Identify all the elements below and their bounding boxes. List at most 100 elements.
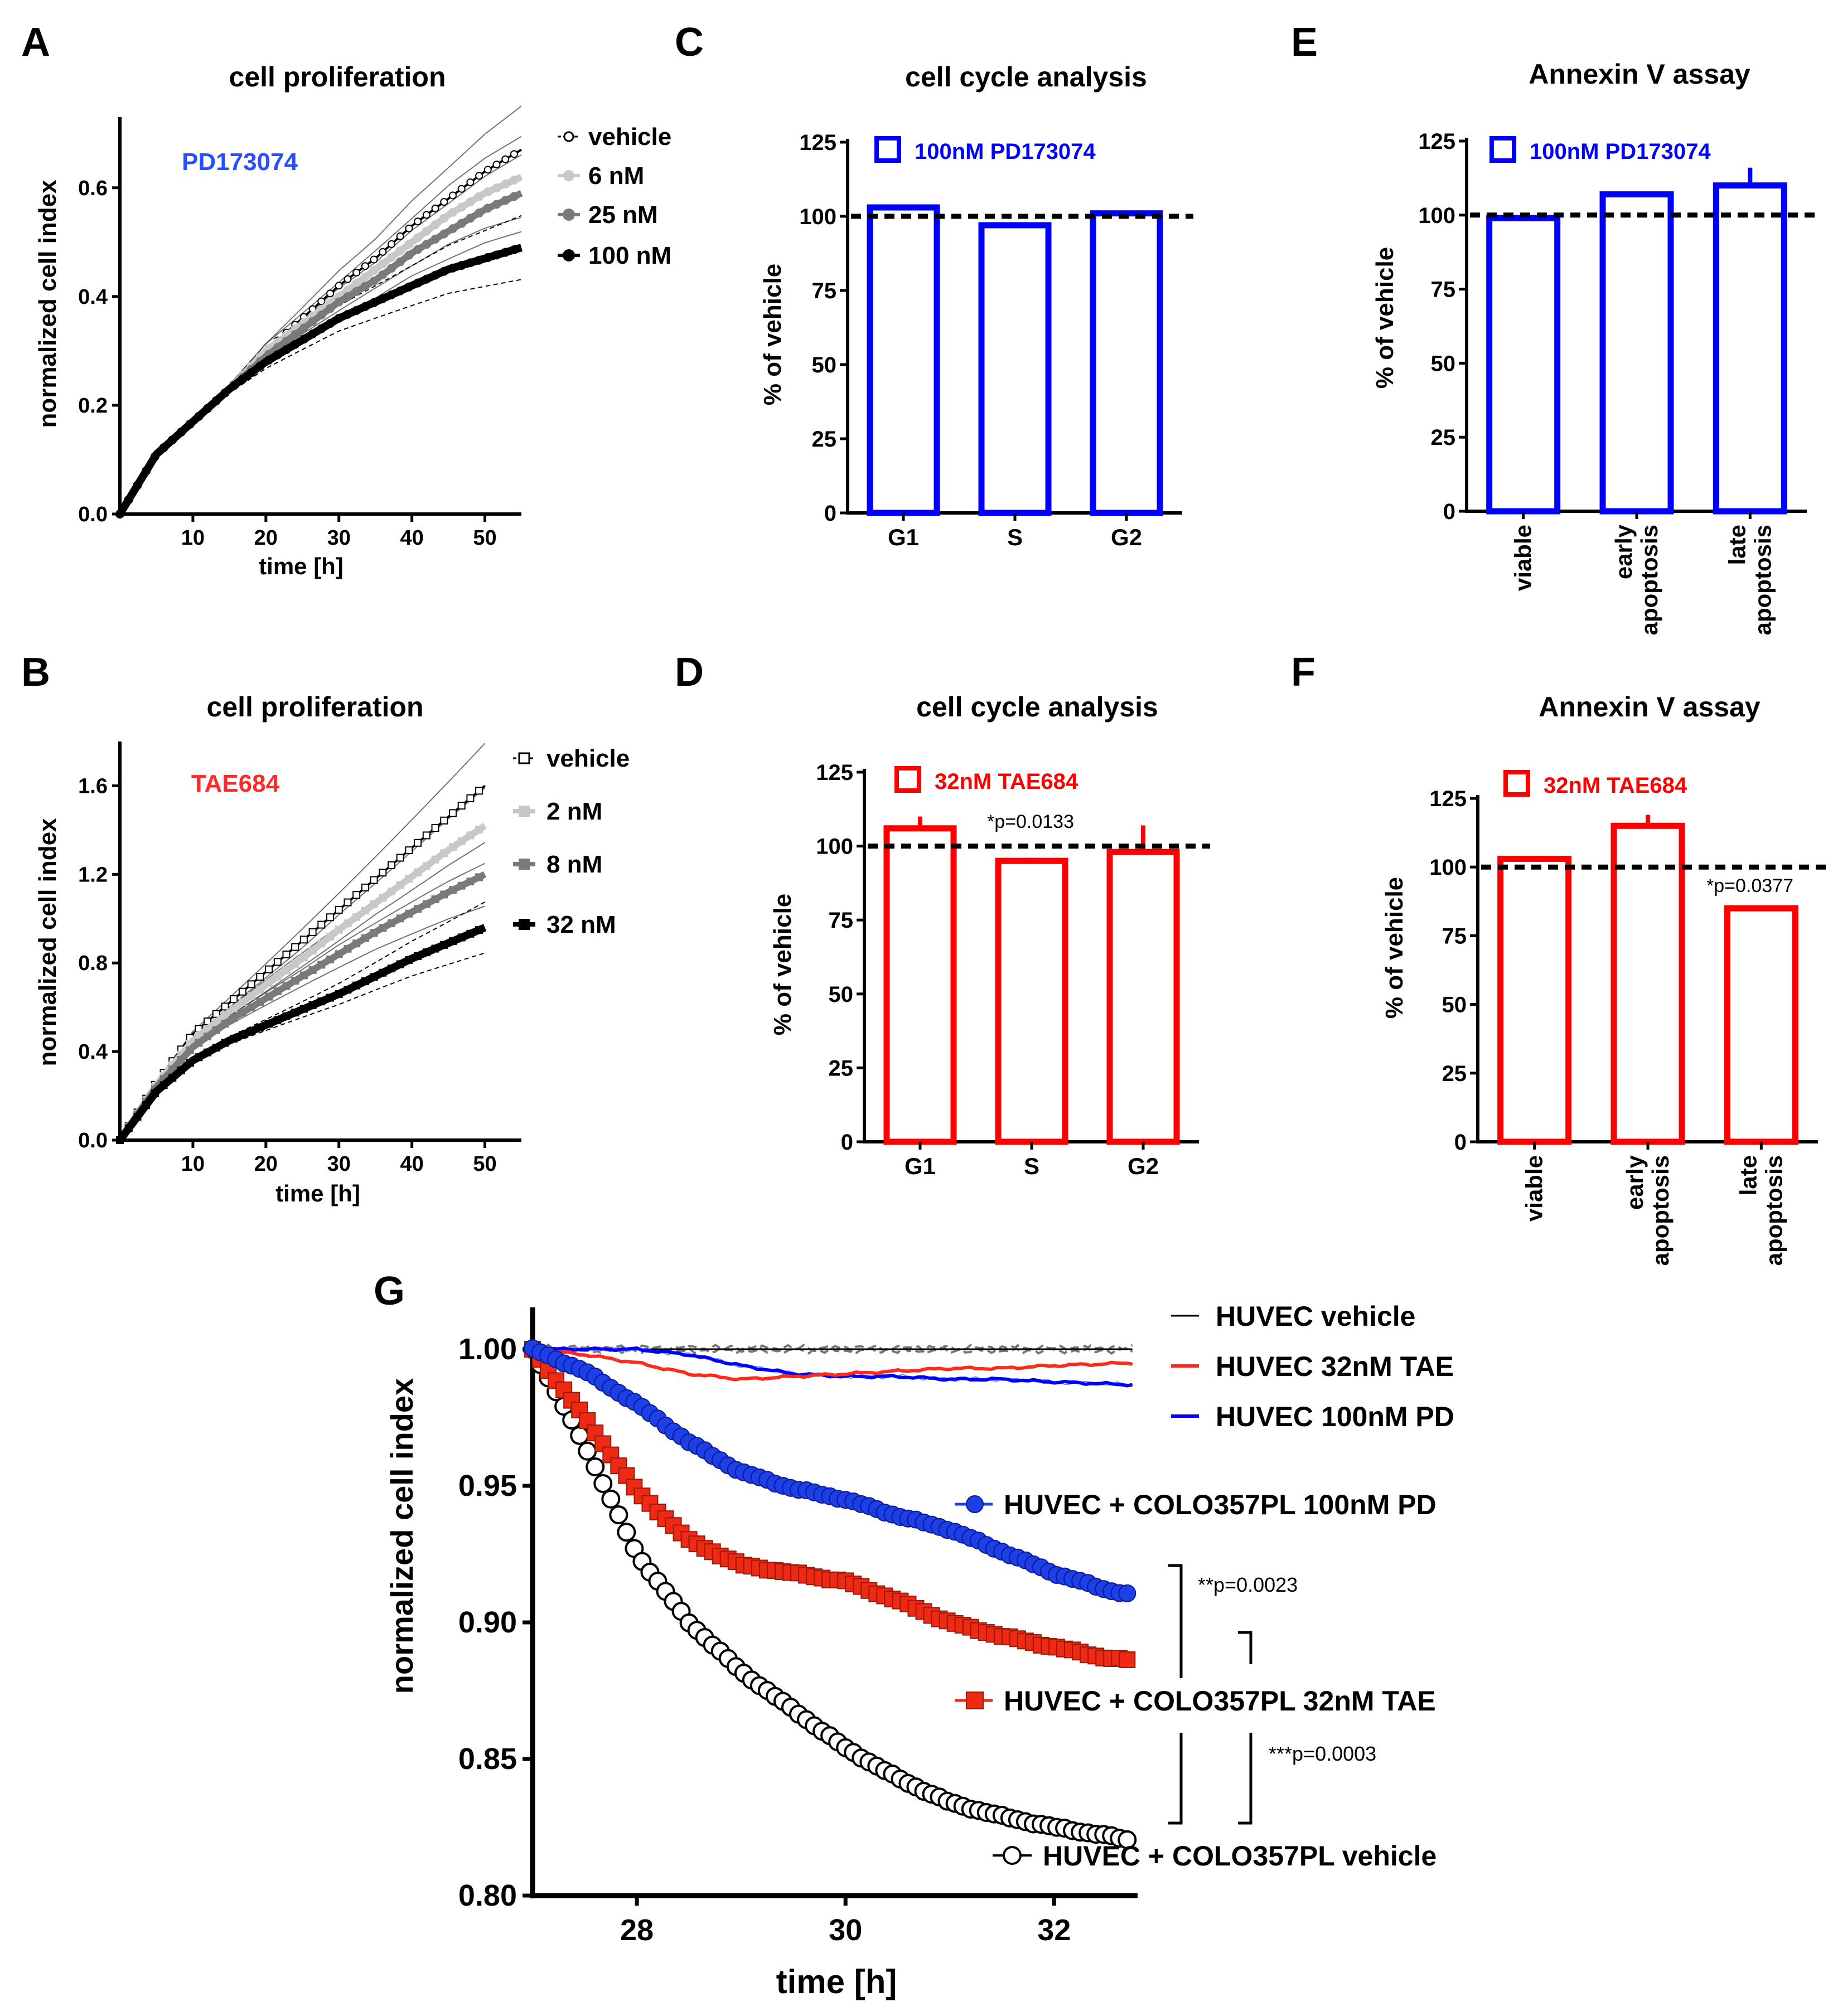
series-point-vehicle — [256, 973, 264, 981]
x-tick-label: 40 — [400, 1152, 423, 1176]
series-point-32 nM — [335, 990, 343, 998]
series-point-vehicle — [308, 928, 317, 936]
series-point-HUVEC + COLO357PL vehicle — [609, 1505, 628, 1525]
legend-marker-8nm — [519, 859, 530, 870]
series-point-32 nM — [142, 1101, 151, 1109]
legend-marker-colo-vehicle — [1003, 1846, 1022, 1865]
bar-G2 — [1106, 849, 1180, 1145]
series-point-2 nM — [457, 837, 466, 845]
x-tick-label: viable — [1510, 525, 1536, 591]
series-point-32 nM — [221, 1039, 229, 1047]
series-point-vehicle — [405, 224, 413, 232]
series-point-2 nM — [361, 907, 369, 915]
panel-c-legend-swatch — [874, 136, 901, 163]
series-point-vehicle — [273, 958, 282, 966]
series-point-vehicle — [387, 240, 395, 248]
series-point-2 nM — [422, 862, 431, 870]
series-point-32 nM — [230, 1034, 238, 1043]
y-tick-label: 50 — [829, 982, 854, 1007]
x-tick-label: apoptosis — [1749, 525, 1776, 635]
x-tick-label: 50 — [473, 1152, 496, 1176]
panel-a: A cell proliferation PD173074 normalized… — [21, 20, 671, 579]
panel-d-legend-swatch — [894, 766, 921, 793]
series-point-8 nM — [247, 1003, 255, 1011]
panel-b-legend: vehicle 2 nM 8 nM 32 nM — [513, 745, 630, 938]
series-band-2 nM — [119, 787, 486, 1141]
series-band-vehicle — [119, 827, 486, 1141]
series-point-32 nM — [431, 944, 439, 953]
series-point-100 nM — [133, 481, 142, 490]
series-point-100 nM — [142, 466, 151, 476]
panel-letter-d: D — [675, 650, 704, 695]
series-point-8 nM — [282, 982, 291, 990]
x-tick-label: 28 — [620, 1913, 654, 1947]
series-point-vehicle — [448, 191, 457, 200]
series-point-32 nM — [308, 1001, 317, 1009]
panel-a-xlabel: time [h] — [259, 553, 344, 579]
series-point-vehicle — [483, 166, 492, 174]
series-point-8 nM — [308, 966, 317, 974]
series-point-32 nM — [344, 986, 352, 994]
bracket-tae-vehicle-upper — [1238, 1631, 1252, 1664]
series-point-100 nM — [124, 495, 133, 505]
series-point-32 nM — [361, 977, 369, 985]
series-point-32 nM — [133, 1113, 142, 1121]
series-point-25 nM — [334, 297, 344, 307]
panel-g-ylabel: normalized cell index — [384, 1378, 419, 1694]
series-point-vehicle — [317, 920, 326, 929]
series-point-100 nM — [352, 306, 361, 315]
legend-label-huvec-vehicle: HUVEC vehicle — [1216, 1301, 1415, 1332]
series-point-vehicle — [396, 232, 404, 240]
series-point-32 nM — [352, 981, 361, 990]
panel-f-pvalue: *p=0.0377 — [1706, 875, 1793, 896]
series-point-8 nM — [414, 905, 422, 913]
panel-d-legend-label: 32nM TAE684 — [935, 769, 1078, 794]
panel-a-drug-label: PD173074 — [182, 148, 298, 176]
series-point-32 nM — [414, 952, 422, 960]
series-point-100 nM — [299, 335, 308, 344]
series-point-HUVEC + COLO357PL vehicle — [593, 1474, 613, 1493]
x-tick-label: early — [1610, 524, 1637, 579]
panel-letter-b: B — [21, 650, 50, 695]
panel-a-legend: vehicle 6 nM 25 nM 100 nM — [558, 123, 671, 269]
panel-letter-a: A — [21, 20, 50, 65]
x-tick-label: G2 — [1111, 524, 1142, 550]
series-point-32 nM — [195, 1053, 203, 1062]
y-tick-label: 125 — [799, 130, 836, 155]
series-point-25 nM — [439, 229, 449, 239]
series-point-25 nM — [308, 317, 317, 326]
series-point-100 nM — [439, 266, 449, 276]
panel-b-drug-label: TAE684 — [191, 770, 280, 797]
series-point-6 nM — [466, 197, 475, 207]
x-tick-label: apoptosis — [1761, 1155, 1787, 1266]
y-tick-label: 0.0 — [78, 1129, 108, 1152]
panel-d: D cell cycle analysis % of vehicle 32nM … — [675, 650, 1210, 1179]
y-tick-label: 0.4 — [78, 1040, 108, 1064]
panel-a-ylabel: normalized cell index — [34, 180, 61, 428]
panel-e: E Annexin V assay % of vehicle 100nM PD1… — [1291, 20, 1818, 635]
series-point-2 nM — [308, 946, 317, 954]
series-point-2 nM — [265, 979, 273, 987]
legend-marker-25nm — [563, 209, 575, 221]
series-point-32 nM — [177, 1066, 185, 1074]
series-point-vehicle — [414, 839, 422, 847]
series-point-vehicle — [326, 913, 335, 922]
series-point-vehicle — [440, 198, 448, 206]
y-tick-label: 25 — [1431, 425, 1456, 450]
y-tick-label: 0 — [841, 1130, 853, 1155]
legend-label-6nm: 6 nM — [588, 162, 644, 190]
y-tick-label: 0 — [824, 501, 836, 526]
panel-c-title: cell cycle analysis — [905, 61, 1147, 93]
series-point-vehicle — [414, 217, 422, 226]
panel-letter-c: C — [675, 20, 704, 65]
y-tick-label: 0.2 — [78, 394, 108, 418]
series-point-8 nM — [475, 873, 483, 881]
series-point-100 nM — [378, 294, 388, 303]
series-point-6 nM — [369, 266, 379, 275]
y-tick-label: 1.2 — [78, 863, 108, 886]
y-tick-label: 1.00 — [458, 1332, 517, 1366]
legend-marker-vehicle — [563, 131, 574, 142]
series-line-25 nM — [117, 190, 523, 516]
series-point-100 nM — [150, 452, 159, 462]
